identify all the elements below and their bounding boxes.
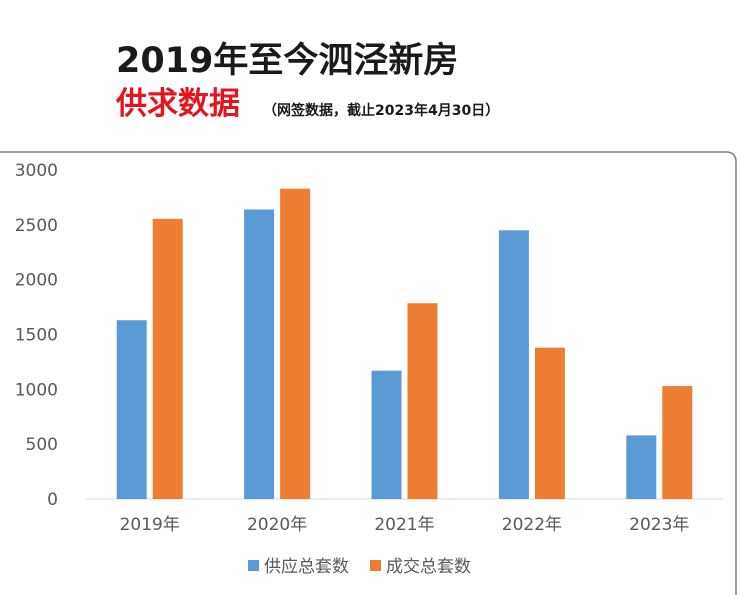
legend-label: 供应总套数 — [264, 557, 349, 577]
bar-sales-4 — [662, 386, 693, 499]
x-tick-label: 2023年 — [629, 515, 689, 535]
chart-panel-border — [0, 151, 737, 595]
x-tick-label: 2022年 — [502, 515, 562, 535]
bar-supply-3 — [498, 230, 529, 500]
bar-sales-2 — [407, 303, 438, 499]
bar-sales-3 — [534, 347, 565, 499]
y-axis: 0 500 1000 1500 2000 2500 3000 — [15, 161, 58, 510]
watermark-text: 搜狐号@搜狐焦点嘉峪关站 — [540, 572, 720, 590]
y-tick-label: 2000 — [15, 271, 58, 291]
bar-sales-0 — [152, 218, 183, 499]
bars-layer — [116, 188, 693, 500]
legend-swatch — [370, 560, 381, 571]
y-tick-label: 1000 — [15, 380, 58, 400]
chart-note: （网签数据，截止2023年4月30日） — [263, 102, 499, 119]
x-tick-label: 2021年 — [374, 515, 434, 535]
legend-swatch — [248, 560, 259, 571]
chart-title: 2019年至今泗泾新房 — [116, 41, 458, 81]
y-tick-label: 3000 — [15, 161, 58, 181]
x-tick-label: 2020年 — [247, 515, 307, 535]
x-tick-label: 2019年 — [120, 515, 180, 535]
bar-supply-1 — [244, 209, 275, 500]
legend-label: 成交总套数 — [386, 557, 471, 577]
y-tick-label: 0 — [47, 490, 58, 510]
bar-supply-0 — [116, 320, 147, 499]
bar-supply-4 — [626, 435, 657, 499]
x-axis: 2019年 2020年 2021年 2022年 2023年 — [120, 515, 690, 535]
bar-supply-2 — [371, 370, 402, 499]
chart-subtitle: 供求数据 — [115, 86, 240, 122]
bar-sales-1 — [280, 188, 311, 500]
y-tick-label: 500 — [26, 435, 58, 455]
legend: 供应总套数 成交总套数 — [248, 557, 471, 577]
y-tick-label: 2500 — [15, 216, 58, 236]
y-tick-label: 1500 — [15, 326, 58, 346]
